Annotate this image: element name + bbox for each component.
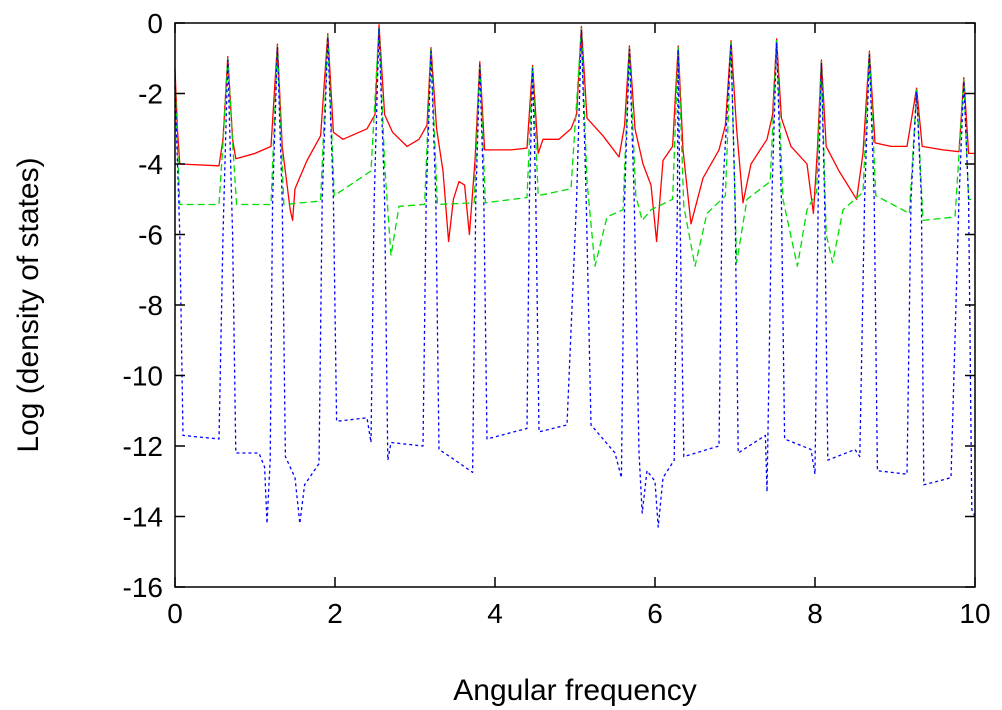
series-line-2 xyxy=(174,25,975,267)
y-tick-label: -14 xyxy=(123,502,163,533)
y-tick-label: -4 xyxy=(138,149,163,180)
series-line-3 xyxy=(174,27,976,528)
x-tick-label: 6 xyxy=(647,598,663,629)
x-tick-label: 8 xyxy=(807,598,823,629)
y-tick-label: -12 xyxy=(123,431,163,462)
axis-ticks: 0 2 4 6 8 10 0 -2 -4 -6 -8 -10 -12 -14 -16 xyxy=(123,8,991,629)
y-tick-label: 0 xyxy=(147,8,163,39)
x-tick-label: 0 xyxy=(167,598,183,629)
y-tick-label: -6 xyxy=(138,220,163,251)
x-axis-title: Angular frequency xyxy=(453,674,697,707)
y-tick-label: -8 xyxy=(138,290,163,321)
x-tick-label: 10 xyxy=(959,598,990,629)
x-tick-label: 2 xyxy=(327,598,343,629)
plot-lines xyxy=(174,24,976,528)
y-tick-label: -16 xyxy=(123,572,163,603)
x-tick-label: 4 xyxy=(487,598,503,629)
y-tick-label: -10 xyxy=(123,361,163,392)
y-tick-label: -2 xyxy=(138,79,163,110)
y-axis-title: Log (density of states) xyxy=(12,157,45,452)
